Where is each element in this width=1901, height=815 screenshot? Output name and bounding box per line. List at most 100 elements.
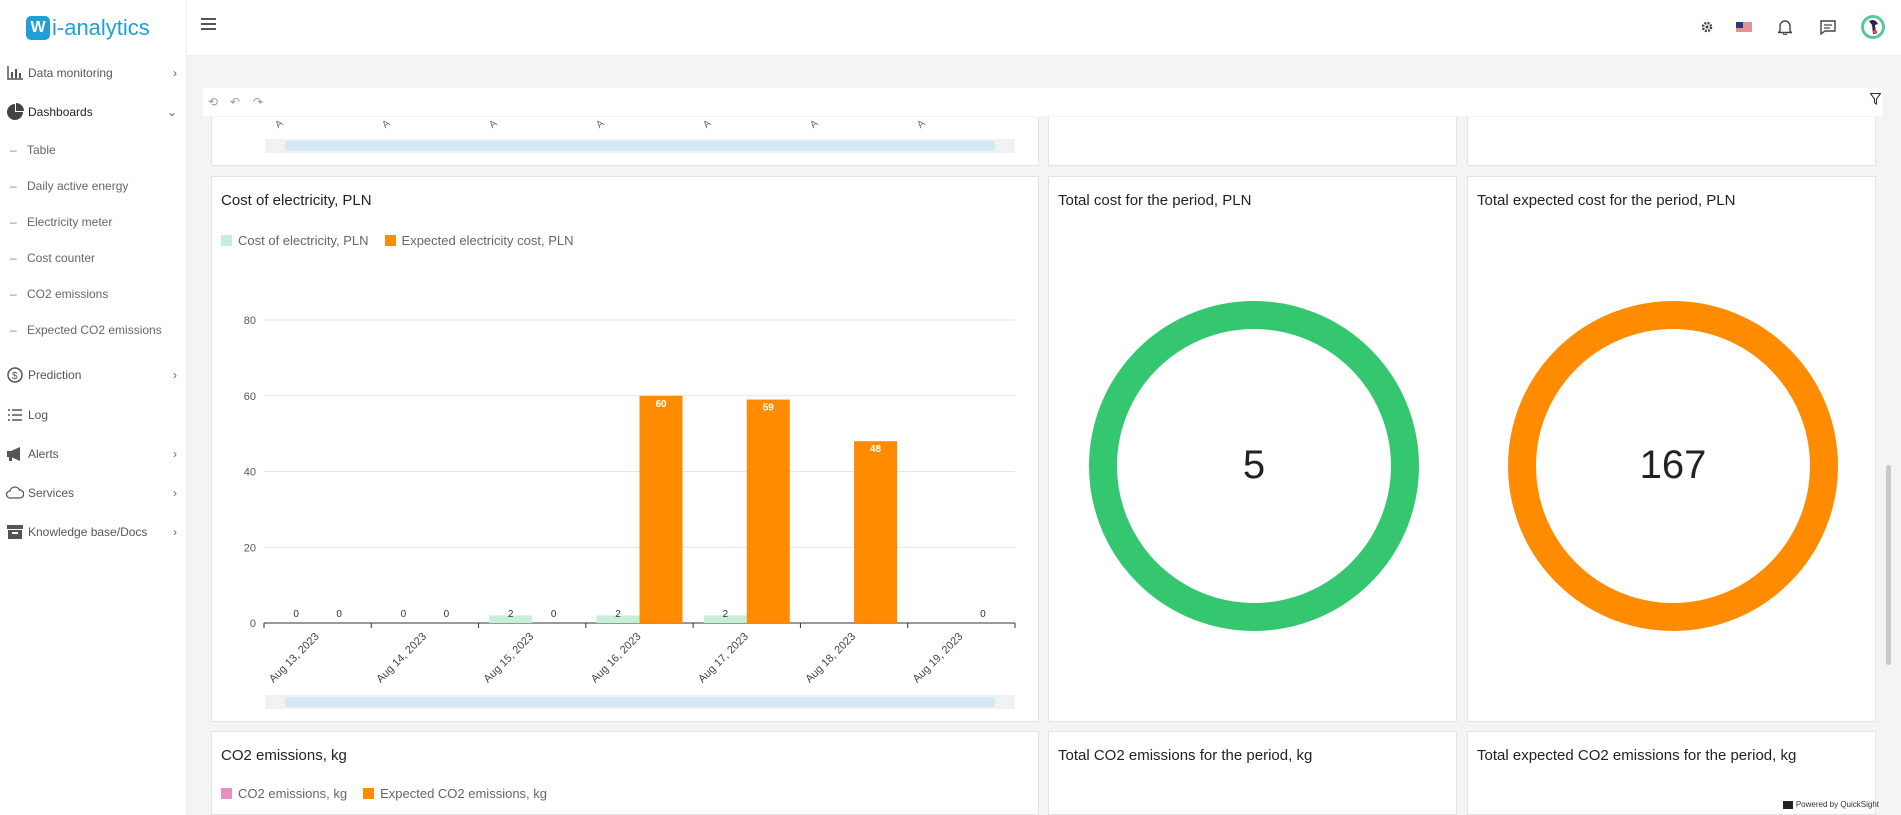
legend-swatch: [384, 235, 396, 246]
x-tick-label: Aug 13, 2023: [267, 631, 322, 686]
bar-data-label: 2: [508, 609, 514, 620]
undo-icon[interactable]: ↶: [230, 95, 241, 109]
sidebar-item-log[interactable]: Log: [0, 400, 187, 430]
sidebar-subitem-label: Table: [27, 143, 56, 157]
sidebar: W i-analytics Data monitoring › Dashboar…: [0, 0, 187, 815]
dash-bullet: –: [10, 287, 17, 301]
sidebar-subitem-cost-counter[interactable]: – Cost counter: [0, 247, 187, 269]
sidebar-subitem-daily-active-energy[interactable]: – Daily active energy: [0, 175, 187, 197]
sidebar-item-label: Data monitoring: [28, 66, 113, 80]
app-name: i-analytics: [52, 15, 150, 40]
previous-kpi-panel: [1467, 117, 1876, 166]
dash-bullet: –: [10, 251, 17, 265]
total-expected-cost-donut: [1508, 301, 1838, 631]
y-tick-label: 60: [244, 391, 256, 403]
top-bar: [187, 0, 1901, 56]
sidebar-item-alerts[interactable]: Alerts ›: [0, 439, 187, 469]
svg-text:$: $: [12, 371, 18, 382]
total-co2-panel: Total CO2 emissions for the period, kg: [1048, 731, 1457, 815]
megaphone-icon: [4, 446, 26, 462]
cost-of-electricity-panel: Cost of electricity, PLN Cost of electri…: [211, 176, 1039, 722]
previous-chart-scrollbar[interactable]: [265, 139, 1015, 153]
dash-bullet: –: [10, 143, 17, 157]
legend-item[interactable]: Cost of electricity, PLN: [221, 233, 369, 248]
hamburger-menu-icon[interactable]: [201, 18, 217, 34]
x-tick-label: Aug 19, 2023: [911, 631, 966, 686]
chevron-down-icon: ⌄: [166, 105, 177, 119]
legend-item[interactable]: Expected electricity cost, PLN: [384, 233, 574, 248]
powered-by-badge: Powered by QuickSight: [1782, 800, 1879, 809]
panel-title: Total CO2 emissions for the period, kg: [1058, 747, 1313, 764]
bar-cost: [703, 615, 747, 623]
sidebar-item-label: Dashboards: [28, 105, 93, 119]
chart-legend: Cost of electricity, PLN Expected electr…: [221, 233, 590, 248]
y-tick-label: 0: [250, 618, 256, 630]
us-flag-icon[interactable]: [1733, 16, 1755, 38]
bar-expected-cost: [854, 441, 898, 623]
bell-icon[interactable]: [1774, 16, 1796, 38]
bar-data-label: 60: [655, 399, 667, 410]
co2-emissions-panel: CO2 emissions, kg CO2 emissions, kg Expe…: [211, 731, 1039, 815]
dash-bullet: –: [10, 323, 17, 337]
legend-item[interactable]: CO2 emissions, kg: [221, 786, 347, 801]
bar-data-label: 48: [870, 444, 882, 455]
x-tick-label: A: [808, 118, 821, 131]
bar-data-label: 0: [551, 609, 557, 620]
sidebar-item-data-monitoring[interactable]: Data monitoring ›: [0, 58, 187, 88]
total-cost-panel: Total cost for the period, PLN 5: [1048, 176, 1457, 722]
bar-chart-icon: [4, 66, 26, 80]
sidebar-item-label: Prediction: [28, 368, 82, 382]
bar-expected-cost: [746, 399, 790, 623]
legend-item[interactable]: Expected CO2 emissions, kg: [363, 786, 547, 801]
chat-icon[interactable]: [1817, 16, 1839, 38]
y-tick-label: 20: [244, 542, 256, 554]
panel-title: Total expected cost for the period, PLN: [1477, 192, 1736, 209]
chart-scrollbar[interactable]: [265, 695, 1015, 709]
x-tick-label: Aug 17, 2023: [696, 631, 751, 686]
logo-badge: W: [26, 16, 50, 40]
page-scrollbar[interactable]: [1886, 465, 1891, 665]
pie-chart-icon: [4, 103, 26, 121]
donut-ring: [1508, 301, 1838, 631]
legend-swatch: [221, 788, 232, 799]
sidebar-item-label: Services: [28, 486, 75, 500]
bar-cost: [596, 615, 640, 623]
quicksight-icon: [1782, 800, 1793, 809]
cloud-icon: [4, 486, 26, 500]
legend-label: Expected CO2 emissions, kg: [380, 786, 547, 801]
redo-icon[interactable]: ↷: [253, 95, 264, 109]
sidebar-subitem-co2-emissions[interactable]: – CO2 emissions: [0, 283, 187, 305]
sidebar-item-dashboards[interactable]: Dashboards ⌄: [0, 97, 187, 127]
x-tick-label: A: [594, 118, 607, 131]
sidebar-subitem-table[interactable]: – Table: [0, 139, 187, 161]
gear-icon[interactable]: [1696, 16, 1718, 38]
sidebar-item-label: Alerts: [28, 447, 59, 461]
sidebar-subitem-expected-co2-emissions[interactable]: – Expected CO2 emissions: [0, 319, 187, 341]
bar-expected-cost: [639, 395, 683, 623]
reset-icon[interactable]: ⟲: [208, 95, 219, 109]
scrollbar-thumb[interactable]: [285, 141, 995, 151]
bar-data-label: 0: [444, 609, 450, 620]
total-expected-co2-panel: Total expected CO2 emissions for the per…: [1467, 731, 1876, 815]
chevron-right-icon: ›: [173, 447, 177, 461]
donut-value: 5: [1242, 443, 1266, 487]
sidebar-subitem-label: Cost counter: [27, 251, 96, 265]
filter-icon[interactable]: [1869, 92, 1882, 108]
bar-data-label: 0: [401, 609, 407, 620]
x-tick-label: A: [380, 118, 393, 131]
archive-icon: [4, 525, 26, 539]
app-logo[interactable]: W i-analytics: [0, 0, 186, 56]
sidebar-subitem-label: Expected CO2 emissions: [27, 323, 162, 337]
sidebar-subitem-label: Daily active energy: [27, 179, 129, 193]
bar-data-label: 0: [336, 609, 342, 620]
sidebar-subitem-electricity-meter[interactable]: – Electricity meter: [0, 211, 187, 233]
sidebar-item-services[interactable]: Services ›: [0, 478, 187, 508]
powered-by-text: Powered by QuickSight: [1795, 800, 1879, 809]
scrollbar-thumb[interactable]: [285, 697, 995, 707]
sidebar-item-prediction[interactable]: $ Prediction ›: [0, 360, 187, 390]
avatar[interactable]: [1860, 14, 1886, 40]
sidebar-item-knowledge-base[interactable]: Knowledge base/Docs ›: [0, 517, 187, 547]
sidebar-subitem-label: CO2 emissions: [27, 287, 109, 301]
x-tick-label: A: [273, 118, 286, 131]
